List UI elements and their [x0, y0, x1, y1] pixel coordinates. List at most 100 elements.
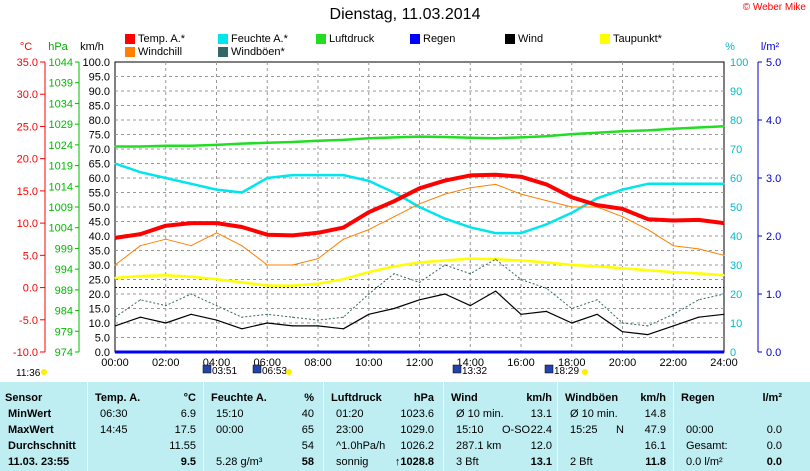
table-header-unit: °C	[183, 392, 196, 404]
table-header-unit: hPa	[413, 392, 434, 404]
series-point	[596, 299, 598, 301]
tick-label-kmh: 10.0	[89, 318, 110, 330]
tick-label-hpa: 1019	[49, 161, 73, 173]
sun-mark-label: 18:29	[554, 366, 579, 377]
tick-label-rain: 4.0	[766, 115, 781, 127]
axis-unit-kmh: km/h	[80, 41, 104, 53]
series-point	[723, 125, 725, 127]
table-cell-value: 14.8	[644, 408, 666, 420]
moon-icon	[452, 364, 462, 374]
series-point	[672, 245, 674, 247]
table-cell-sub: 15:10	[216, 408, 244, 420]
column-separator	[87, 382, 88, 471]
series-point	[520, 278, 522, 281]
series-point	[723, 293, 725, 295]
tick-label-kmh: 75.0	[89, 130, 110, 142]
series-point	[393, 136, 395, 138]
legend-swatch	[125, 34, 135, 44]
series-point	[342, 227, 344, 229]
series-point	[368, 137, 370, 139]
series-point	[520, 259, 522, 262]
series-point	[114, 264, 116, 266]
series-point	[266, 177, 268, 179]
table-header: Windböen	[565, 392, 619, 404]
table-cell-value: 0.0	[766, 424, 782, 436]
table-cell-value: 12.0	[530, 440, 552, 452]
tick-label-hpa: 1014	[49, 181, 73, 193]
series-point	[139, 171, 141, 173]
tick-label-time: 00:00	[101, 357, 129, 369]
series-point	[266, 264, 268, 266]
axis-unit-celsius: °C	[20, 41, 32, 53]
tick-label-kmh: 50.0	[89, 202, 110, 214]
table-cell-value: 40	[301, 408, 314, 420]
series-point	[596, 313, 598, 315]
series-point	[190, 276, 192, 278]
series-point	[621, 322, 624, 324]
table-cell-value: 1029.0	[400, 424, 434, 436]
series-point	[571, 196, 573, 198]
series-point	[723, 254, 725, 256]
series-point	[317, 283, 319, 285]
tick-label-percent: 80	[730, 115, 742, 127]
series-point	[165, 238, 167, 240]
tick-label-time: 14:00	[456, 357, 484, 369]
series-point	[698, 126, 700, 129]
tick-label-percent: 40	[730, 231, 742, 243]
table-cell-sub: 3 Bft	[456, 456, 479, 468]
moon-icon	[202, 364, 212, 374]
tick-label-percent: 90	[730, 86, 742, 98]
series-point	[139, 245, 141, 247]
tick-label-celsius: -10.0	[13, 347, 38, 359]
series-point	[571, 206, 573, 208]
legend-swatch	[316, 34, 326, 44]
series-point	[495, 174, 497, 176]
series-point	[698, 316, 700, 318]
series-point	[545, 135, 547, 137]
tick-label-kmh: 80.0	[89, 115, 110, 127]
table-cell-direction: N	[616, 424, 624, 436]
tick-label-time: 18:00	[558, 357, 586, 369]
table-cell-sub: 06:30	[100, 408, 128, 420]
series-point	[418, 206, 421, 208]
series-point	[317, 140, 319, 142]
tick-label-kmh: 0.0	[95, 347, 110, 359]
tick-label-time: 12:00	[406, 357, 434, 369]
series-point	[393, 216, 395, 218]
series-point	[444, 193, 446, 195]
tick-label-hpa: 994	[55, 264, 73, 276]
tick-label-hpa: 984	[55, 306, 73, 318]
series-point	[317, 319, 319, 321]
tick-label-time: 02:00	[152, 357, 180, 369]
series-point	[545, 183, 547, 186]
sun-mark-label: 03:51	[212, 366, 237, 377]
series-point	[241, 143, 243, 145]
tick-label-kmh: 30.0	[89, 260, 110, 272]
series-point	[368, 211, 370, 213]
series-point	[190, 293, 192, 295]
series-point	[292, 264, 294, 266]
series-point	[342, 174, 344, 176]
tick-label-time: 20:00	[609, 357, 637, 369]
column-separator	[323, 382, 324, 471]
series-point	[444, 179, 446, 182]
series-point	[545, 199, 547, 202]
series-point	[545, 310, 547, 312]
series-point	[165, 274, 167, 276]
series-point	[393, 307, 395, 310]
table-cell-sub: 00:00	[216, 424, 244, 436]
page-title: Dienstag, 11.03.2014	[329, 6, 481, 23]
series-point	[418, 261, 421, 264]
moon-icon	[252, 364, 262, 374]
tick-label-kmh: 55.0	[89, 188, 110, 200]
series-point	[393, 200, 395, 202]
tick-label-kmh: 35.0	[89, 246, 110, 258]
series-point	[342, 278, 344, 280]
legend-label: Regen	[423, 33, 456, 45]
series-point	[114, 277, 116, 279]
series-point	[317, 325, 319, 327]
axis-unit-percent: %	[725, 41, 735, 53]
table-cell-value: 11.55	[169, 440, 196, 452]
series-point	[165, 305, 167, 307]
series-point	[698, 219, 700, 221]
